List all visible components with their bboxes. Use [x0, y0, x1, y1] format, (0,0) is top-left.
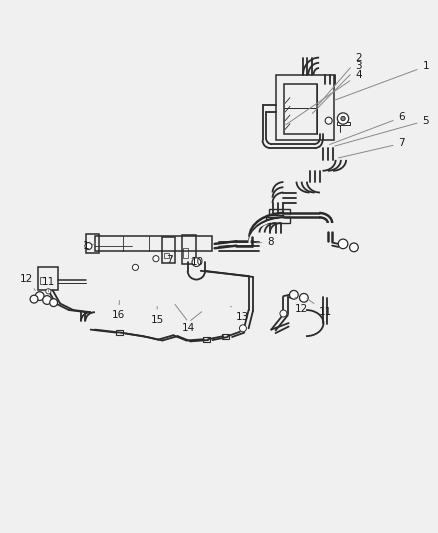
Bar — [182, 235, 196, 264]
Bar — [203, 337, 210, 342]
Circle shape — [46, 289, 51, 294]
Circle shape — [192, 258, 201, 266]
Bar — [39, 266, 58, 290]
Text: 11: 11 — [42, 277, 55, 292]
Circle shape — [280, 310, 287, 317]
Bar — [184, 248, 187, 258]
Bar — [40, 277, 45, 284]
Text: 5: 5 — [335, 116, 429, 146]
Text: 11: 11 — [307, 298, 332, 317]
Bar — [116, 329, 123, 335]
Circle shape — [300, 294, 308, 302]
Circle shape — [49, 298, 57, 306]
Text: 16: 16 — [111, 301, 125, 320]
Text: 6: 6 — [329, 112, 405, 144]
Text: 15: 15 — [151, 306, 164, 325]
Circle shape — [240, 325, 247, 332]
Text: 3: 3 — [312, 61, 362, 114]
Text: 13: 13 — [231, 306, 249, 321]
Circle shape — [350, 243, 358, 252]
Text: 2: 2 — [317, 53, 362, 107]
Text: 10: 10 — [191, 257, 204, 267]
Bar — [276, 75, 334, 140]
Bar — [164, 254, 170, 258]
Text: 7: 7 — [166, 255, 173, 265]
Circle shape — [43, 296, 51, 304]
Text: 14: 14 — [182, 323, 195, 333]
Bar — [284, 84, 317, 134]
Circle shape — [30, 295, 38, 303]
Circle shape — [153, 256, 159, 262]
Circle shape — [325, 117, 332, 124]
Circle shape — [338, 239, 348, 249]
Bar — [95, 236, 212, 251]
Text: 12: 12 — [20, 273, 35, 290]
Circle shape — [290, 290, 298, 299]
Circle shape — [35, 292, 44, 301]
Bar — [336, 122, 350, 125]
Text: 8: 8 — [257, 237, 274, 247]
Text: 12: 12 — [295, 297, 308, 314]
Bar — [86, 235, 99, 254]
Bar — [162, 237, 175, 263]
Text: 7: 7 — [338, 139, 405, 158]
Text: 4: 4 — [286, 70, 362, 125]
Bar — [223, 334, 230, 339]
Text: 1: 1 — [335, 61, 429, 100]
Circle shape — [337, 113, 349, 124]
Circle shape — [341, 116, 345, 120]
Circle shape — [132, 264, 138, 270]
Circle shape — [85, 243, 92, 249]
Text: 1: 1 — [83, 241, 95, 252]
Bar — [266, 217, 290, 223]
Bar — [269, 209, 290, 215]
